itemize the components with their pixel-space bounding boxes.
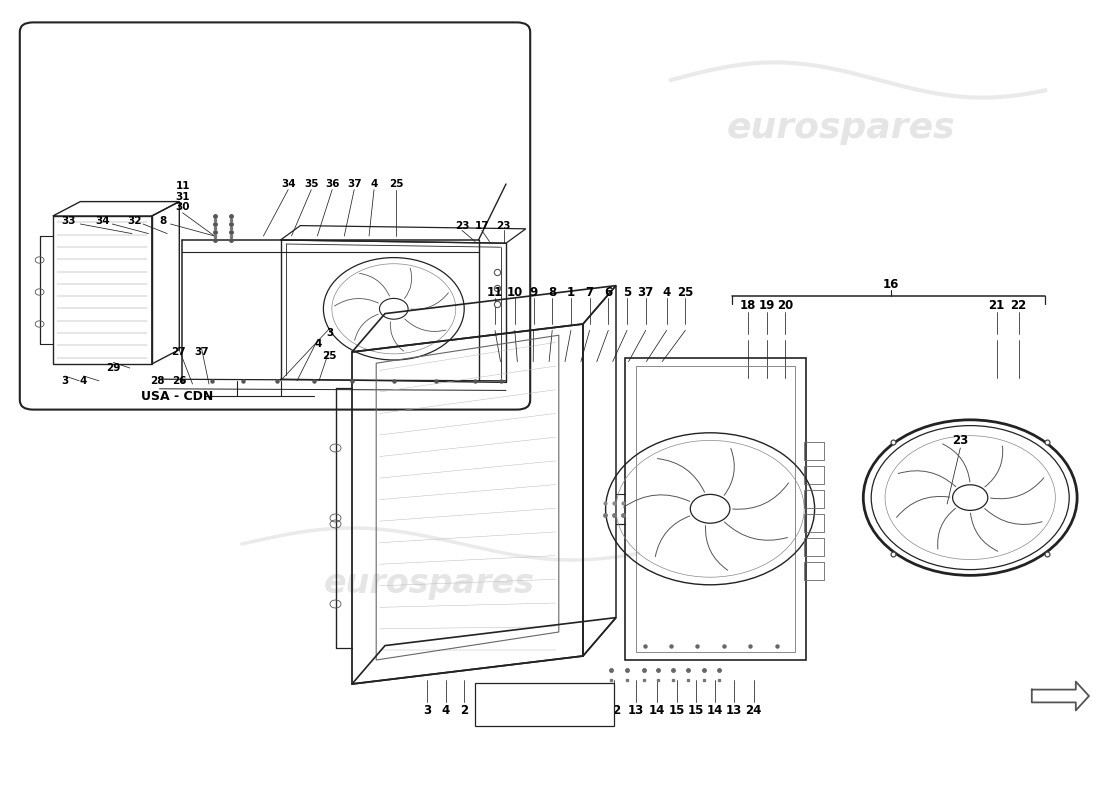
Text: 8: 8 xyxy=(548,286,557,298)
Text: 25: 25 xyxy=(678,286,693,298)
Text: 4: 4 xyxy=(315,339,321,349)
Text: 20: 20 xyxy=(778,299,793,312)
Text: 3: 3 xyxy=(327,328,333,338)
Text: 37: 37 xyxy=(638,286,653,298)
FancyBboxPatch shape xyxy=(475,683,614,726)
Text: 35: 35 xyxy=(304,179,319,189)
Bar xyxy=(804,514,824,532)
Bar xyxy=(804,562,824,580)
Text: 15: 15 xyxy=(689,704,704,717)
Text: 3: 3 xyxy=(422,704,431,717)
Text: 4: 4 xyxy=(441,704,450,717)
Text: 6: 6 xyxy=(604,286,613,298)
Text: 15: 15 xyxy=(669,704,684,717)
Text: 18: 18 xyxy=(740,299,756,312)
Text: 36: 36 xyxy=(324,179,340,189)
Circle shape xyxy=(953,485,988,510)
Bar xyxy=(804,466,824,484)
Text: 11: 11 xyxy=(175,181,190,190)
Text: 13: 13 xyxy=(726,704,741,717)
Text: 23: 23 xyxy=(496,221,512,230)
Text: 23: 23 xyxy=(953,434,968,446)
Text: 32: 32 xyxy=(126,216,142,226)
Text: 14: 14 xyxy=(707,704,723,717)
Text: 7: 7 xyxy=(585,286,594,298)
Text: 29: 29 xyxy=(106,363,121,373)
Text: 22: 22 xyxy=(1011,299,1026,312)
Text: 2: 2 xyxy=(460,704,469,717)
Text: 26: 26 xyxy=(172,376,187,386)
Bar xyxy=(804,490,824,508)
Text: eurospares: eurospares xyxy=(323,567,535,601)
Text: 37: 37 xyxy=(346,179,362,189)
Text: USA - CDN: USA - CDN xyxy=(141,390,213,402)
Text: eurospares: eurospares xyxy=(727,111,956,145)
Text: 34: 34 xyxy=(95,216,110,226)
FancyBboxPatch shape xyxy=(20,22,530,410)
Text: 3: 3 xyxy=(62,376,68,386)
Text: See Draw. 144: See Draw. 144 xyxy=(512,709,578,718)
Text: 12: 12 xyxy=(606,704,621,717)
Text: 1: 1 xyxy=(566,286,575,298)
Bar xyxy=(804,538,824,556)
Text: 8: 8 xyxy=(160,216,166,226)
Bar xyxy=(804,442,824,460)
Text: 21: 21 xyxy=(989,299,1004,312)
Text: 24: 24 xyxy=(746,704,761,717)
Text: 28: 28 xyxy=(150,376,165,386)
Text: 10: 10 xyxy=(507,286,522,298)
Text: 31: 31 xyxy=(175,192,190,202)
Text: 17: 17 xyxy=(474,221,490,230)
Text: 16: 16 xyxy=(883,278,899,290)
Text: 25: 25 xyxy=(321,351,337,361)
Text: 37: 37 xyxy=(194,347,209,357)
Text: 33: 33 xyxy=(60,216,76,226)
Text: 5: 5 xyxy=(623,286,631,298)
Text: Vedi Tav. 144: Vedi Tav. 144 xyxy=(515,694,574,702)
Text: 4: 4 xyxy=(371,179,377,189)
Text: 4: 4 xyxy=(662,286,671,298)
Text: 27: 27 xyxy=(170,347,186,357)
Text: 14: 14 xyxy=(649,704,664,717)
Text: 34: 34 xyxy=(280,179,296,189)
Text: 13: 13 xyxy=(628,704,643,717)
Text: 30: 30 xyxy=(175,202,190,212)
Text: 23: 23 xyxy=(454,221,470,230)
Text: 4: 4 xyxy=(80,376,87,386)
Polygon shape xyxy=(1032,682,1089,710)
Text: 11: 11 xyxy=(487,286,503,298)
Text: 25: 25 xyxy=(388,179,404,189)
Text: 9: 9 xyxy=(529,286,538,298)
Text: 19: 19 xyxy=(759,299,774,312)
